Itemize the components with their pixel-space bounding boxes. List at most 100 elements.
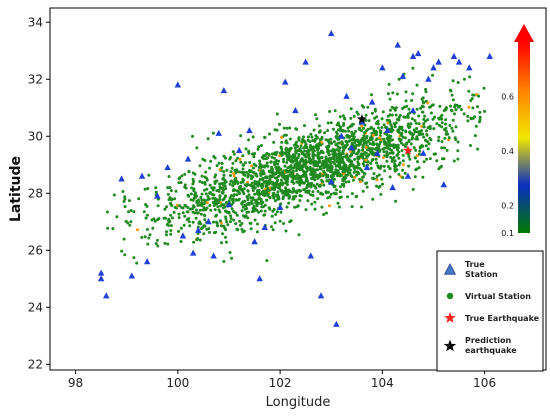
virtual-station-point	[216, 205, 220, 209]
virtual-station-point	[266, 182, 270, 186]
virtual-station-point	[348, 163, 352, 167]
virtual-station-point	[316, 190, 320, 193]
virtual-station-point	[386, 92, 390, 96]
true-station-point	[154, 192, 161, 199]
virtual-station-point	[356, 170, 359, 174]
virtual-station-point	[453, 112, 456, 116]
virtual-station-point	[341, 114, 345, 118]
virtual-station-point	[438, 104, 442, 108]
virtual-station-point	[156, 218, 160, 222]
virtual-station-point	[245, 202, 249, 206]
virtual-station-point	[112, 193, 116, 197]
true-station-point	[97, 269, 105, 276]
virtual-station-point	[354, 129, 358, 133]
virtual-station-point	[282, 151, 286, 155]
virtual-station-point	[347, 166, 351, 170]
virtual-station-point	[450, 126, 454, 130]
virtual-station-point	[389, 123, 393, 127]
virtual-station-point	[331, 127, 335, 131]
virtual-station-point	[313, 139, 317, 143]
virtual-station-point	[230, 256, 234, 260]
virtual-station-point	[364, 113, 368, 117]
virtual-station-point	[206, 195, 210, 198]
virtual-station-point	[303, 124, 306, 128]
virtual-station-point	[371, 140, 375, 144]
virtual-station-point	[175, 206, 179, 210]
virtual-station-point	[210, 186, 214, 190]
virtual-station-point	[421, 105, 425, 109]
virtual-station-point	[273, 183, 277, 187]
virtual-station-point	[413, 119, 417, 122]
virtual-station-point	[145, 228, 149, 231]
legend-label: True	[465, 260, 485, 269]
virtual-station-point	[443, 146, 446, 150]
virtual-station-point	[388, 97, 392, 101]
virtual-station-point	[255, 204, 259, 208]
virtual-station-point	[276, 190, 280, 194]
virtual-station-point	[295, 127, 299, 131]
virtual-station-point	[456, 149, 460, 153]
virtual-station-point	[231, 150, 235, 154]
virtual-station-point	[240, 202, 244, 206]
virtual-station-point	[407, 107, 411, 111]
true-station-point	[389, 183, 396, 191]
virtual-station-point	[237, 197, 241, 201]
virtual-station-point	[418, 149, 422, 153]
virtual-station-point	[232, 172, 236, 175]
true-station-point	[450, 52, 458, 59]
virtual-station-point	[410, 99, 414, 102]
virtual-station-point	[297, 164, 301, 168]
virtual-station-point	[208, 204, 212, 207]
virtual-station-point	[224, 217, 228, 221]
virtual-station-point	[302, 188, 306, 192]
virtual-station-point	[372, 143, 376, 147]
virtual-station-point	[147, 173, 151, 177]
virtual-station-point	[235, 193, 239, 197]
virtual-station-point	[401, 163, 405, 167]
true-station-point	[215, 129, 222, 136]
virtual-station-point	[162, 216, 166, 220]
virtual-station-point	[324, 138, 328, 142]
virtual-station-point	[137, 197, 141, 201]
virtual-station-point	[203, 180, 207, 184]
virtual-station-point	[279, 210, 283, 214]
virtual-station-point	[293, 205, 297, 209]
virtual-station-point	[253, 218, 257, 222]
virtual-station-point	[239, 134, 243, 138]
virtual-station-point	[308, 146, 312, 150]
virtual-station-point	[271, 170, 275, 174]
virtual-station-point	[177, 229, 180, 233]
virtual-station-point	[123, 195, 127, 199]
virtual-station-point	[428, 105, 432, 109]
virtual-station-point	[341, 145, 345, 149]
virtual-station-point	[382, 150, 386, 154]
virtual-station-point	[274, 172, 278, 176]
virtual-station-point	[250, 181, 254, 185]
virtual-station-point	[440, 157, 444, 161]
true-station-point	[103, 292, 110, 299]
virtual-station-point	[260, 200, 263, 203]
virtual-station-point	[341, 155, 345, 159]
virtual-station-point	[449, 104, 452, 108]
virtual-station-point	[360, 129, 364, 133]
virtual-station-point	[228, 251, 232, 254]
virtual-station-point	[122, 200, 126, 203]
virtual-station-point	[285, 191, 289, 195]
virtual-station-point	[380, 117, 384, 121]
virtual-station-point	[303, 159, 307, 163]
virtual-station-point	[381, 110, 385, 114]
virtual-station-point	[271, 194, 275, 198]
virtual-station-point	[274, 194, 278, 198]
virtual-station-point	[188, 207, 192, 211]
virtual-station-point	[361, 156, 365, 160]
virtual-station-point	[365, 140, 369, 144]
virtual-station-point	[401, 107, 404, 110]
virtual-station-point	[469, 144, 472, 147]
virtual-station-point	[179, 181, 183, 185]
virtual-station-point	[280, 140, 284, 144]
virtual-station-point	[261, 193, 265, 197]
true-station-point	[338, 132, 345, 139]
virtual-station-point	[199, 195, 203, 199]
virtual-station-point	[313, 207, 317, 211]
virtual-station-point	[368, 138, 372, 142]
